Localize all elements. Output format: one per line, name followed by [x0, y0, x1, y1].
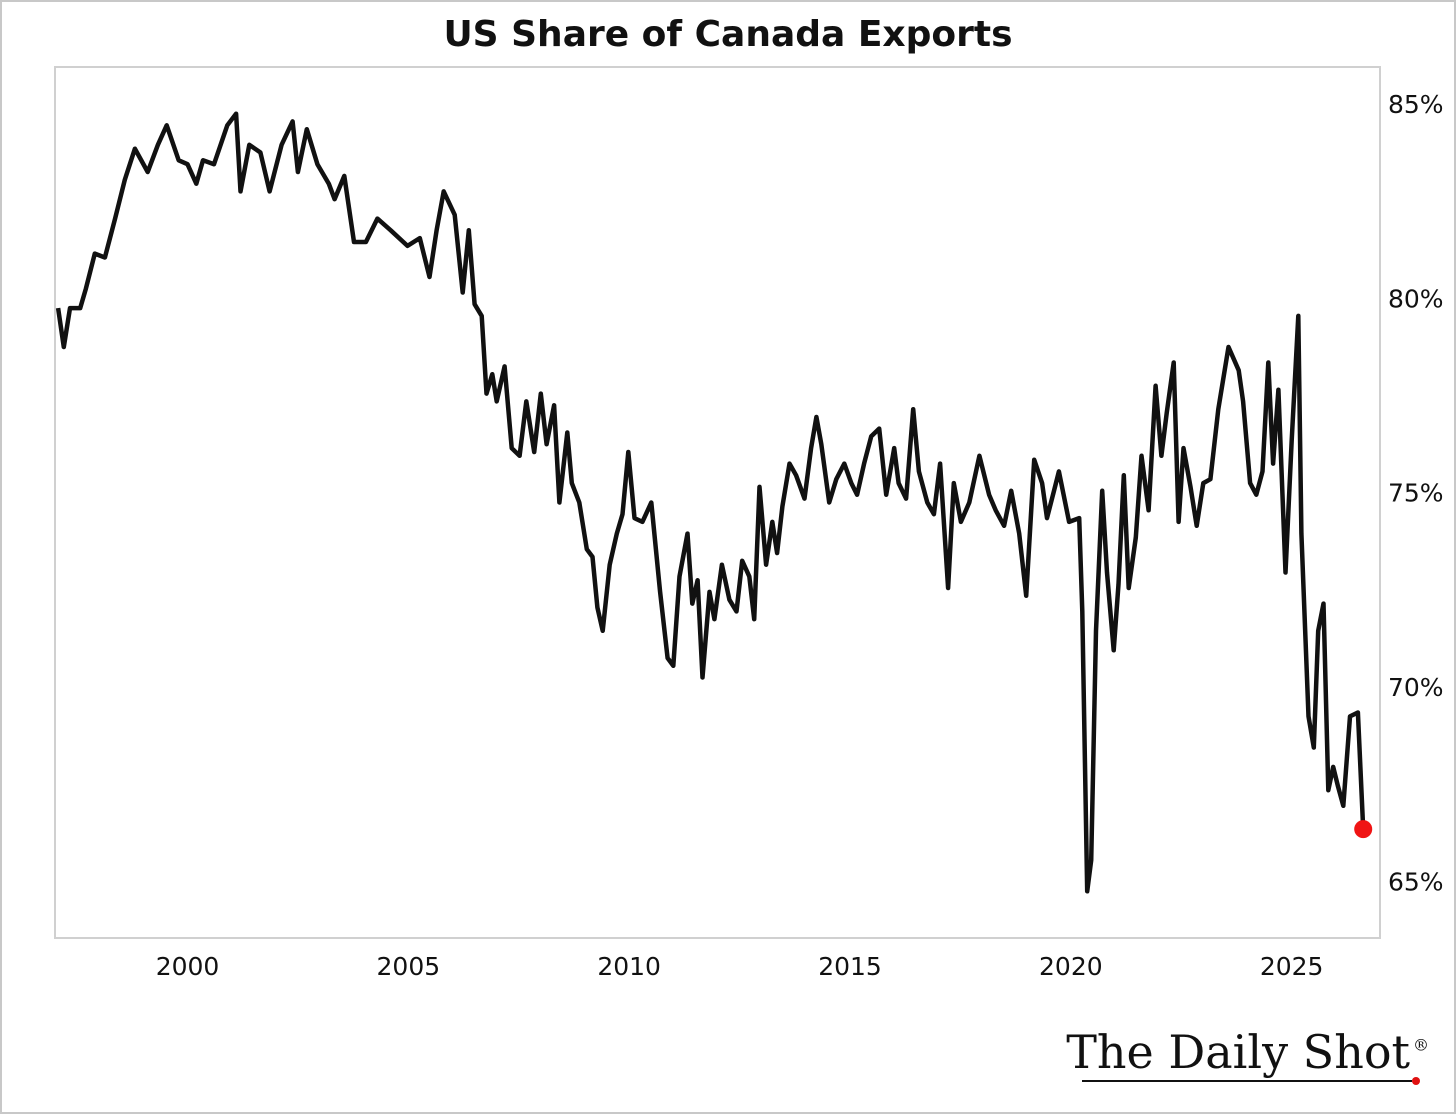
y-tick-label: 75%: [1388, 479, 1444, 508]
x-tick-label: 2025: [1260, 952, 1324, 981]
x-tick-label: 2000: [156, 952, 220, 981]
x-tick-label: 2015: [818, 952, 882, 981]
line-series: [55, 111, 1366, 894]
y-tick-label: 85%: [1388, 90, 1444, 119]
x-tick-label: 2020: [1039, 952, 1103, 981]
chart-title: US Share of Canada Exports: [443, 14, 1012, 55]
y-tick-label: 70%: [1388, 673, 1444, 702]
x-tick-label: 2005: [377, 952, 441, 981]
last-point: [1354, 820, 1373, 839]
plot-area: [54, 66, 1381, 939]
logo-mark: ®: [1413, 1036, 1429, 1055]
logo: The Daily Shot: [1066, 1025, 1410, 1079]
y-tick-label: 80%: [1388, 284, 1444, 313]
x-tick-label: 2010: [597, 952, 661, 981]
logo-dot: [1412, 1077, 1420, 1085]
y-tick-label: 65%: [1388, 868, 1444, 897]
